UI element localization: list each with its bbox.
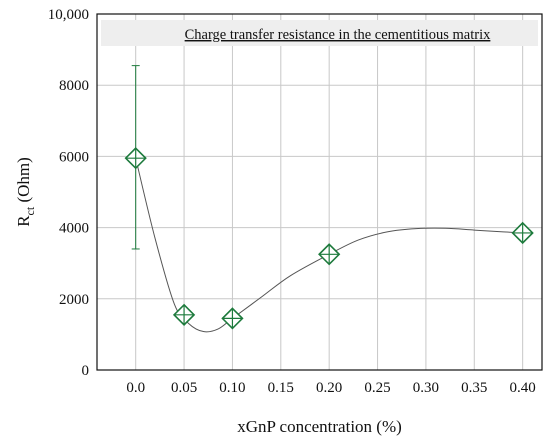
x-tick-label: 0.40 bbox=[510, 380, 536, 396]
plot-frame bbox=[96, 13, 543, 371]
y-tick-label: 10,000 bbox=[48, 7, 89, 23]
x-tick-label: 0.25 bbox=[364, 380, 390, 396]
grid bbox=[97, 13, 542, 371]
x-tick-label: 0.20 bbox=[316, 380, 342, 396]
y-tick-label: 8000 bbox=[59, 78, 89, 94]
data-point bbox=[124, 147, 147, 170]
data-point bbox=[221, 307, 244, 330]
y-tick-label: 6000 bbox=[59, 149, 89, 165]
x-tick-label: 0.10 bbox=[219, 380, 245, 396]
annotation-box bbox=[101, 20, 538, 46]
x-tick-label: 0.30 bbox=[413, 380, 439, 396]
x-tick-label: 0.35 bbox=[461, 380, 487, 396]
y-tick-label: 4000 bbox=[59, 221, 89, 237]
data-point bbox=[511, 221, 534, 245]
data-markers bbox=[124, 147, 534, 330]
x-axis-title: xGnP concentration (%) bbox=[237, 417, 402, 436]
y-axis-title: Rct (Ohm) bbox=[14, 157, 37, 227]
y-tick-label: 0 bbox=[82, 363, 90, 379]
x-tick-label: 0.15 bbox=[268, 380, 294, 396]
y-tick-labels: 0 2000 4000 6000 8000 10,000 bbox=[48, 7, 89, 379]
y-axis-title-main: R bbox=[14, 215, 33, 227]
x-tick-label: 0.0 bbox=[126, 380, 145, 396]
x-tick-label: 0.05 bbox=[171, 380, 197, 396]
y-axis-title-unit: (Ohm) bbox=[14, 157, 33, 207]
data-point bbox=[318, 243, 341, 266]
annotation-text: Charge transfer resistance in the cement… bbox=[185, 27, 491, 43]
x-tick-labels: 0.0 0.05 0.10 0.15 0.20 0.25 0.30 0.35 0.40 bbox=[126, 380, 535, 396]
data-point bbox=[172, 303, 196, 326]
y-tick-label: 2000 bbox=[59, 292, 89, 308]
y-axis-title-subscript: ct bbox=[23, 206, 37, 215]
